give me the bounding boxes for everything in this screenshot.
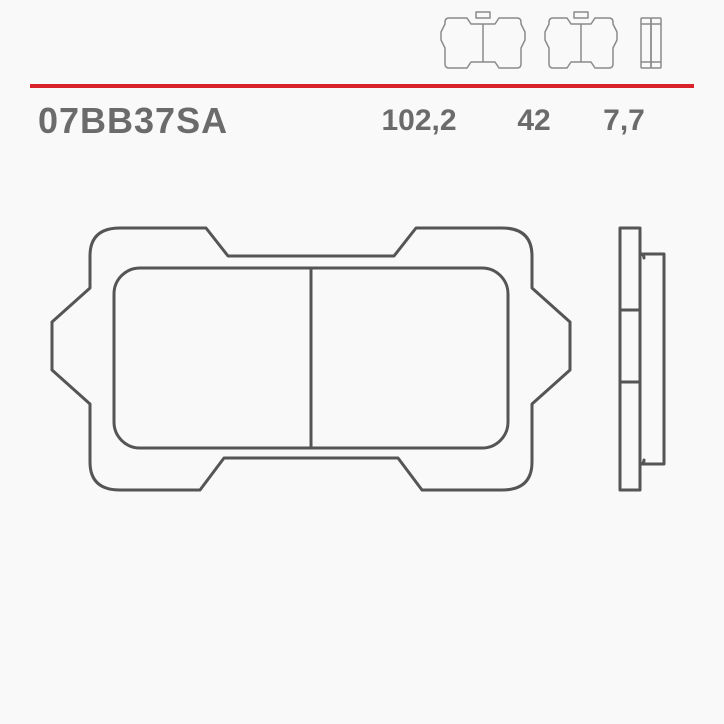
side-view-drawing: [610, 210, 676, 520]
dimensions-group: 102,2 42 7,7: [349, 104, 669, 138]
dimension-height: 42: [489, 104, 579, 138]
thumb-front-icon: [437, 10, 529, 74]
thumb-side-icon: [633, 10, 669, 74]
divider-line: [30, 84, 694, 88]
front-view-drawing: [30, 210, 670, 520]
dimension-width: 102,2: [349, 104, 489, 138]
part-number: 07BB37SA: [38, 100, 228, 142]
product-spec-diagram: 07BB37SA 102,2 42 7,7: [0, 0, 724, 724]
dimension-thickness: 7,7: [579, 104, 669, 138]
thumbnail-row: [437, 10, 669, 74]
thumb-front2-icon: [541, 10, 621, 74]
spec-row: 07BB37SA 102,2 42 7,7: [38, 100, 669, 142]
